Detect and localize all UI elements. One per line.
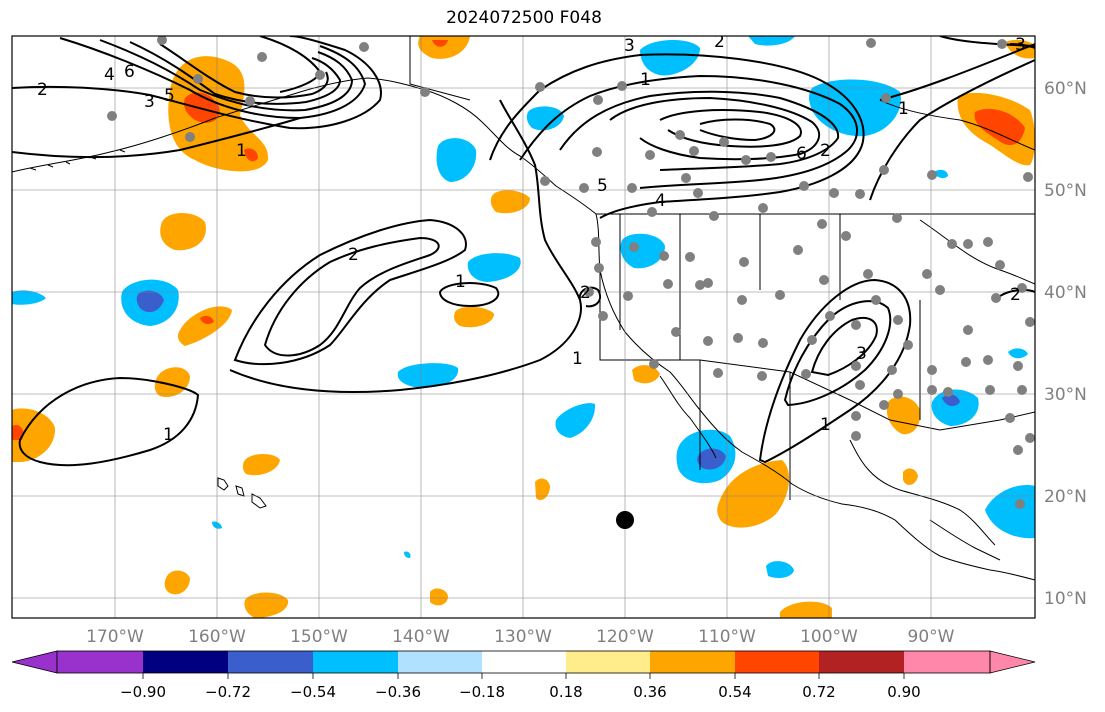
lon-label: 100°W — [800, 627, 858, 647]
colorbar-segment — [143, 651, 228, 673]
lat-label: 40°N — [1044, 283, 1087, 303]
lon-label: 170°W — [86, 627, 144, 647]
colorbar-segment — [398, 651, 482, 673]
lat-label: 20°N — [1044, 487, 1087, 507]
contour-label: 1 — [820, 415, 831, 435]
colorbar-tick-label: 0.54 — [718, 683, 751, 701]
storm-center-marker — [616, 511, 634, 529]
contour-label: 1 — [236, 141, 247, 161]
contour-label: 3 — [144, 92, 155, 112]
contour-label: 2 — [820, 141, 831, 161]
longitude-axis: 170°W 160°W 150°W 140°W 130°W 120°W 110°… — [86, 627, 955, 647]
contour-label: 1 — [163, 425, 174, 445]
colorbar-tick-label: 0.18 — [549, 683, 582, 701]
lon-label: 140°W — [392, 627, 450, 647]
colorbar: −0.90 −0.72 −0.54 −0.36 −0.18 0.18 0.36 … — [11, 650, 1036, 701]
contour-label: 6 — [796, 144, 807, 164]
colorbar-segment — [735, 651, 819, 673]
colorbar-tick-label: 0.72 — [802, 683, 835, 701]
latitude-axis: 60°N 50°N 40°N 30°N 20°N 10°N — [1044, 79, 1087, 609]
colorbar-tick-label: −0.54 — [290, 683, 336, 701]
contour-label: 4 — [104, 65, 115, 85]
contour-label: 3 — [856, 344, 867, 364]
colorbar-segment — [650, 651, 735, 673]
contour-label: 1 — [455, 272, 466, 292]
colorbar-segment — [228, 651, 313, 673]
colorbar-under-triangle — [11, 650, 58, 674]
lon-label: 150°W — [290, 627, 348, 647]
contour-labels: 2 4 6 3 5 1 2 3 1 2 5 6 4 3 2 1 1 2 1 3 … — [37, 32, 1026, 445]
contour-label: 4 — [655, 191, 666, 211]
map-frame — [11, 35, 1036, 619]
lon-label: 110°W — [698, 627, 756, 647]
lon-label: 90°W — [908, 627, 955, 647]
contour-label: 6 — [124, 62, 135, 82]
contour-label: 3 — [624, 36, 635, 56]
map-title: 2024072500 F048 — [446, 8, 602, 28]
contour-label: 1 — [898, 99, 909, 119]
colorbar-tick-label: −0.72 — [205, 683, 251, 701]
lon-label: 120°W — [596, 627, 654, 647]
colorbar-tick-label: −0.18 — [459, 683, 505, 701]
station-dots — [107, 36, 1035, 509]
colorbar-segment — [566, 651, 650, 673]
contour-label: 2 — [348, 245, 359, 265]
contour-label: 2 — [1010, 285, 1021, 305]
contour-label: 3 — [1015, 35, 1026, 55]
contour-label: 1 — [640, 70, 651, 90]
lon-label: 130°W — [494, 627, 552, 647]
colorbar-segment — [819, 651, 904, 673]
colorbar-over-triangle — [989, 650, 1036, 674]
graticule — [12, 36, 1035, 618]
colorbar-tick-label: 0.36 — [633, 683, 666, 701]
lat-label: 60°N — [1044, 79, 1087, 99]
contour-label: 5 — [164, 86, 175, 106]
contour-label: 2 — [37, 80, 48, 100]
colorbar-segment — [313, 651, 398, 673]
colorbar-segment — [482, 651, 566, 673]
colorbar-segment — [904, 651, 990, 673]
contour-label: 5 — [597, 176, 608, 196]
lat-label: 50°N — [1044, 181, 1087, 201]
contour-lines — [12, 36, 1035, 467]
contour-label: 1 — [572, 349, 583, 369]
lon-label: 160°W — [188, 627, 246, 647]
colorbar-segment — [57, 651, 143, 673]
colorbar-tick-label: −0.90 — [120, 683, 166, 701]
colorbar-tick-label: −0.36 — [375, 683, 421, 701]
lat-label: 30°N — [1044, 385, 1087, 405]
colorbar-tick-label: 0.90 — [887, 683, 920, 701]
contour-label: 2 — [580, 283, 591, 303]
contour-label: 2 — [714, 32, 725, 52]
lat-label: 10°N — [1044, 589, 1087, 609]
